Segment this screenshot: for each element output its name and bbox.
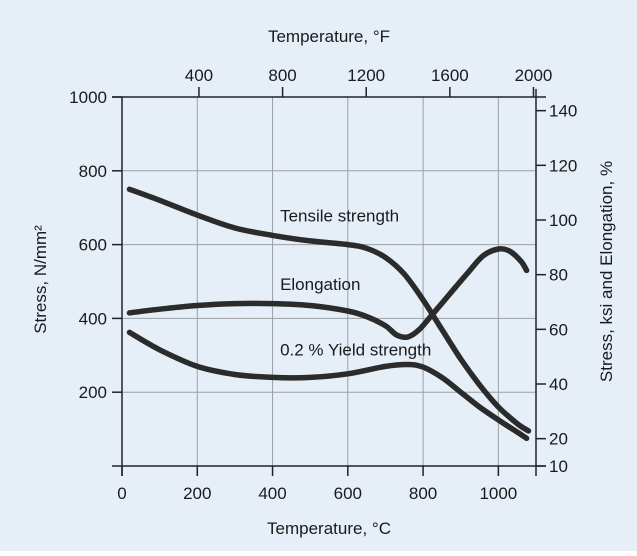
y-left-axis-title: Stress, N/mm²	[31, 225, 50, 334]
axes	[112, 87, 546, 476]
x-top-tick-label: 2000	[515, 66, 553, 85]
y-right-tick-label: 60	[549, 320, 568, 339]
tensile-strength-label: Tensile strength	[280, 207, 399, 226]
y-left-tick-label: 600	[79, 236, 107, 255]
x-bottom-tick-label: 0	[117, 484, 126, 503]
x-bottom-tick-label: 800	[409, 484, 437, 503]
x-bottom-tick-label: 1000	[479, 484, 517, 503]
y-left-tick-label: 200	[79, 383, 107, 402]
y-right-axis-title: Stress, ksi and Elongation, %	[597, 161, 616, 382]
y-right-tick-label: 40	[549, 375, 568, 394]
x-bottom-axis-title: Temperature, °C	[267, 519, 391, 538]
x-bottom-tick-label: 400	[258, 484, 286, 503]
series-lines	[126, 186, 532, 442]
elongation-line	[126, 246, 530, 340]
elongation-label: Elongation	[280, 275, 360, 294]
x-bottom-tick-label: 600	[334, 484, 362, 503]
y-right-tick-label: 20	[549, 430, 568, 449]
labels: 0 200 400 600 800 1000 400 800 1200 1600 2000 200 40…	[31, 27, 616, 538]
y-right-tick-label: 10	[549, 457, 568, 476]
y-right-tick-label: 100	[549, 211, 577, 230]
yield-strength-label: 0.2 % Yield strength	[280, 340, 431, 359]
x-top-tick-label: 800	[268, 66, 296, 85]
y-right-tick-label: 80	[549, 266, 568, 285]
x-top-tick-label: 1600	[431, 66, 469, 85]
x-top-tick-label: 1200	[347, 66, 385, 85]
y-left-tick-label: 800	[79, 162, 107, 181]
y-left-tick-label: 400	[79, 309, 107, 328]
tensile-strength-line	[126, 186, 532, 434]
y-right-tick-label: 140	[549, 102, 577, 121]
x-top-tick-label: 400	[185, 66, 213, 85]
x-top-axis-title: Temperature, °F	[268, 27, 390, 46]
x-bottom-tick-label: 200	[183, 484, 211, 503]
yield-strength-line	[126, 329, 530, 442]
y-left-tick-label: 1000	[69, 88, 107, 107]
y-right-tick-label: 120	[549, 156, 577, 175]
